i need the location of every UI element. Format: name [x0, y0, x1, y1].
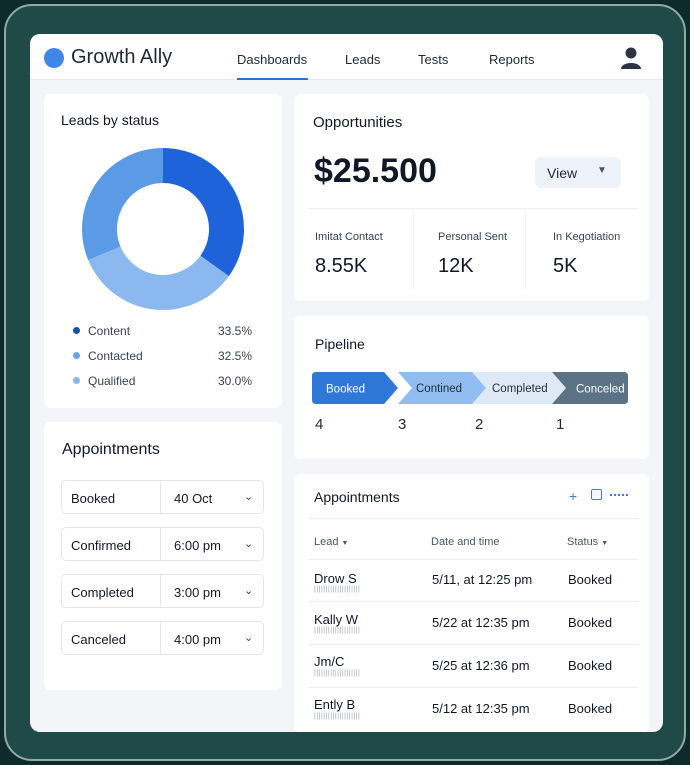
pipeline-stage-completed[interactable] [472, 372, 566, 404]
view-label: View [547, 165, 578, 181]
legend-dot-qualified [73, 377, 80, 384]
row-lead-name: Kally W [314, 612, 359, 627]
nav-tests[interactable]: Tests [418, 52, 449, 67]
row-status: Booked [568, 572, 613, 587]
brand-name: Growth Ally [71, 46, 173, 68]
appointments-summary-title: Appointments [62, 441, 160, 458]
row-datetime: 5/25 at 12:36 pm [432, 658, 530, 673]
row-lead-name: Drow S [314, 571, 357, 586]
chevron-down-icon[interactable]: ⌄ [244, 491, 254, 503]
row-lead-name: Jm/C [314, 654, 345, 669]
stat-label-initial-contact: Imitat Contact [315, 231, 383, 243]
pipeline-stage-contined[interactable] [398, 372, 486, 404]
row-datetime: 5/22 at 12:35 pm [432, 615, 530, 630]
appointments-table-card: Appointments + Lead ▼ Date and time Stat… [294, 474, 649, 732]
row-lead-sub: |||||||||||||||||||| [314, 627, 361, 634]
nav-leads[interactable]: Leads [345, 52, 381, 67]
appt-row-completed[interactable]: Completed 3:00 pm ⌄ [61, 574, 264, 608]
stat-value-initial-contact: 8.55K [315, 255, 368, 277]
pipeline-stage-booked[interactable] [312, 372, 398, 404]
appt-value: 4:00 pm [174, 632, 221, 647]
appt-label: Completed [71, 585, 134, 600]
stat-label-negotiation: In Kegotiation [553, 231, 621, 243]
stat-value-proposal-sent: 12K [438, 255, 474, 277]
col-header-status[interactable]: Status ▼ [567, 536, 609, 548]
row-status: Booked [568, 701, 613, 716]
donut-slice-qualified[interactable] [81, 148, 163, 260]
pipeline-stages: Booked Contined Completed Conceled [312, 372, 628, 404]
add-icon[interactable]: + [569, 488, 578, 504]
chevron-down-icon[interactable]: ⌄ [244, 585, 254, 597]
nav-active-indicator [237, 78, 308, 80]
logo-icon [44, 48, 64, 68]
top-header: Growth Ally Dashboards Leads Tests Repor… [30, 34, 663, 80]
stat-label-proposal-sent: Personal Sent [438, 231, 508, 243]
appt-row-confirmed[interactable]: Confirmed 6:00 pm ⌄ [61, 527, 264, 561]
donut-slice-contacted[interactable] [88, 246, 229, 310]
appt-row-booked[interactable]: Booked 40 Oct ⌄ [61, 480, 264, 514]
opportunities-card: Opportunities $25.500 View ▼ Imitat Cont… [294, 94, 649, 301]
row-status: Booked [568, 658, 613, 673]
row-lead-sub: |||||||||||||||||||| [314, 586, 361, 593]
app-window: Growth Ally Dashboards Leads Tests Repor… [30, 34, 663, 732]
leads-by-status-card: Leads by status Content 33.5% Contacted … [44, 94, 282, 408]
appt-value: 40 Oct [174, 491, 213, 506]
appt-value: 6:00 pm [174, 538, 221, 553]
more-icon[interactable] [610, 494, 628, 496]
leads-by-status-title: Leads by status [61, 112, 160, 128]
legend-value-content: 33.5% [217, 324, 252, 338]
legend-dot-contacted [73, 352, 80, 359]
pipeline-stage-label: Completed [492, 383, 548, 395]
pipeline-stage-label: Booked [326, 384, 365, 396]
pipeline-count-completed: 2 [475, 416, 484, 433]
pipeline-count-contined: 3 [398, 416, 407, 433]
appt-value: 3:00 pm [174, 585, 221, 600]
view-dropdown-button[interactable]: View ▼ [535, 157, 621, 188]
row-datetime: 5/11, at 12:25 pm [432, 572, 533, 587]
chevron-down-icon: ▼ [597, 165, 607, 176]
col-header-lead[interactable]: Lead ▼ [314, 536, 349, 548]
nav-dashboards[interactable]: Dashboards [237, 52, 308, 67]
appt-label: Confirmed [71, 538, 131, 553]
pipeline-stage-label: Conceled [576, 384, 625, 396]
user-avatar-icon[interactable] [620, 46, 642, 70]
stat-value-negotiation: 5K [553, 255, 578, 277]
chevron-down-icon[interactable]: ⌄ [244, 632, 254, 644]
row-lead-name: Ently B [314, 697, 356, 712]
legend-label-content: Content [88, 324, 131, 338]
row-lead-sub: |||||||||||||||||||| [314, 670, 361, 677]
appointments-table-title: Appointments [314, 489, 400, 505]
legend-label-contacted: Contacted [88, 349, 143, 363]
legend-value-qualified: 30.0% [217, 374, 252, 388]
appt-label: Canceled [71, 632, 126, 647]
legend-label-qualified: Qualified [88, 374, 136, 388]
square-view-icon[interactable] [591, 489, 602, 500]
legend-value-contacted: 32.5% [217, 349, 252, 363]
legend-dot-content [73, 327, 80, 334]
row-datetime: 5/12 at 12:35 pm [432, 701, 530, 716]
col-header-date[interactable]: Date and time [431, 536, 500, 548]
leads-donut-chart [81, 148, 244, 310]
pipeline-stage-conceled[interactable] [552, 372, 628, 404]
pipeline-stage-label: Contined [416, 383, 462, 395]
opportunities-title: Opportunities [313, 114, 403, 131]
pipeline-count-booked: 4 [315, 416, 324, 433]
pipeline-count-conceled: 1 [556, 416, 565, 433]
nav-reports[interactable]: Reports [489, 52, 535, 67]
pipeline-card: Pipeline Booked Contined Completed Conce… [294, 316, 649, 459]
row-lead-sub: |||||||||||||||||||| [314, 713, 361, 720]
opportunities-amount: $25.500 [314, 152, 437, 190]
appointments-summary-card: Appointments Booked 40 Oct ⌄ Confirmed 6… [44, 422, 282, 690]
donut-slice-content[interactable] [163, 148, 244, 277]
chevron-down-icon[interactable]: ⌄ [244, 538, 254, 550]
appt-row-canceled[interactable]: Canceled 4:00 pm ⌄ [61, 621, 264, 655]
pipeline-title: Pipeline [315, 336, 365, 352]
appt-label: Booked [71, 491, 116, 506]
row-status: Booked [568, 615, 613, 630]
